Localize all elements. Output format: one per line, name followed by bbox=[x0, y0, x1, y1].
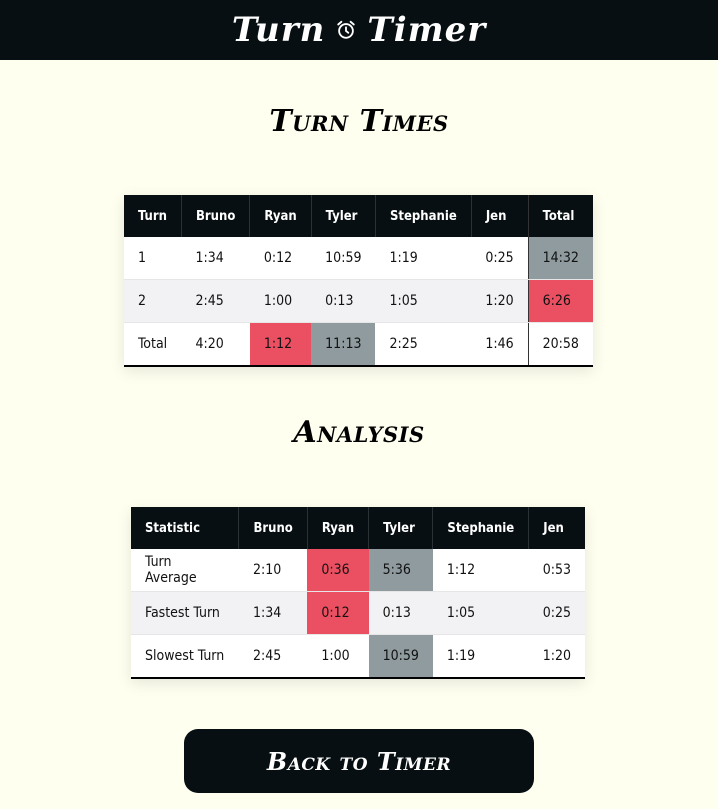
table-cell: 11:13 bbox=[311, 322, 376, 367]
table-cell: 0:36 bbox=[307, 549, 369, 592]
table-cell: 2:25 bbox=[375, 322, 472, 367]
table-row: 1 1:34 0:12 10:59 1:19 0:25 14:32 bbox=[124, 237, 593, 280]
table-row: Turn Average 2:10 0:36 5:36 1:12 0:53 bbox=[131, 549, 585, 592]
table-cell: 1:19 bbox=[432, 634, 529, 679]
column-header: Ryan bbox=[306, 507, 369, 549]
column-header: Tyler bbox=[310, 195, 376, 237]
logo-text-left: Turn bbox=[231, 10, 326, 50]
table-row: Slowest Turn 2:45 1:00 10:59 1:19 1:20 bbox=[131, 634, 585, 679]
table-cell: 1:05 bbox=[375, 279, 472, 323]
analysis-heading: Analysis bbox=[293, 415, 425, 450]
column-header: Statistic bbox=[131, 507, 239, 549]
table-cell: Turn Average bbox=[131, 549, 239, 592]
top-bar: Turn Timer bbox=[0, 0, 718, 60]
table-cell: 14:32 bbox=[527, 237, 593, 280]
column-header: Bruno bbox=[180, 195, 250, 237]
column-header: Total bbox=[527, 195, 593, 237]
table-cell: 1:20 bbox=[528, 634, 585, 679]
column-header: Turn bbox=[124, 195, 182, 237]
table-cell: 0:13 bbox=[311, 279, 376, 323]
column-header: Jen bbox=[528, 507, 585, 549]
table-cell: 1:34 bbox=[238, 591, 308, 635]
table-cell: 10:59 bbox=[311, 237, 376, 280]
table-cell: 1:12 bbox=[432, 549, 529, 592]
app-logo: Turn Timer bbox=[232, 10, 486, 50]
column-header: Stephanie bbox=[374, 195, 472, 237]
table-cell: 2:10 bbox=[238, 549, 308, 592]
table-cell: 4:20 bbox=[181, 322, 250, 367]
logo-text-right: Timer bbox=[367, 10, 487, 50]
table-cell: 20:58 bbox=[527, 322, 593, 367]
table-cell: 10:59 bbox=[368, 634, 433, 679]
table-cell: 0:25 bbox=[528, 591, 585, 635]
table-cell: Total bbox=[124, 322, 182, 367]
back-to-timer-button[interactable]: Back to Timer bbox=[184, 729, 534, 793]
table-cell: 1:20 bbox=[471, 279, 529, 323]
table-cell: 1 bbox=[124, 237, 182, 280]
table-cell: 0:12 bbox=[249, 237, 312, 280]
table-row: Fastest Turn 1:34 0:12 0:13 1:05 0:25 bbox=[131, 591, 585, 635]
analysis-table: Statistic Bruno Ryan Tyler Stephanie Jen Turn… bbox=[131, 507, 585, 679]
table-cell: 2:45 bbox=[181, 279, 250, 323]
table-cell: 0:13 bbox=[368, 591, 433, 635]
table-cell: 1:05 bbox=[432, 591, 529, 635]
table-cell: 0:53 bbox=[528, 549, 585, 592]
table-cell: Slowest Turn bbox=[131, 634, 239, 679]
table-header-row: Turn Bruno Ryan Tyler Stephanie Jen Total bbox=[124, 195, 593, 237]
table-row: Total 4:20 1:12 11:13 2:25 1:46 20:58 bbox=[124, 322, 593, 367]
table-row: 2 2:45 1:00 0:13 1:05 1:20 6:26 bbox=[124, 279, 593, 323]
column-header: Tyler bbox=[368, 507, 433, 549]
table-cell: 1:34 bbox=[181, 237, 250, 280]
table-header-row: Statistic Bruno Ryan Tyler Stephanie Jen bbox=[131, 507, 585, 549]
table-cell: 1:46 bbox=[471, 322, 529, 367]
column-header: Stephanie bbox=[432, 507, 529, 549]
column-header: Jen bbox=[470, 195, 529, 237]
column-header: Bruno bbox=[238, 507, 308, 549]
table-cell: 2:45 bbox=[238, 634, 308, 679]
table-cell: 0:12 bbox=[307, 591, 369, 635]
table-cell: 5:36 bbox=[368, 549, 433, 592]
table-cell: Fastest Turn bbox=[131, 591, 239, 635]
turn-times-heading: Turn Times bbox=[269, 104, 449, 139]
alarm-clock-icon bbox=[337, 20, 356, 39]
table-cell: 1:00 bbox=[249, 279, 312, 323]
table-cell: 2 bbox=[124, 279, 182, 323]
table-cell: 0:25 bbox=[471, 237, 529, 280]
table-cell: 6:26 bbox=[527, 279, 593, 323]
table-cell: 1:00 bbox=[307, 634, 369, 679]
column-header: Ryan bbox=[249, 195, 312, 237]
table-cell: 1:12 bbox=[249, 322, 312, 367]
table-cell: 1:19 bbox=[375, 237, 472, 280]
turn-times-table: Turn Bruno Ryan Tyler Stephanie Jen Total 1 1:3… bbox=[124, 195, 593, 367]
